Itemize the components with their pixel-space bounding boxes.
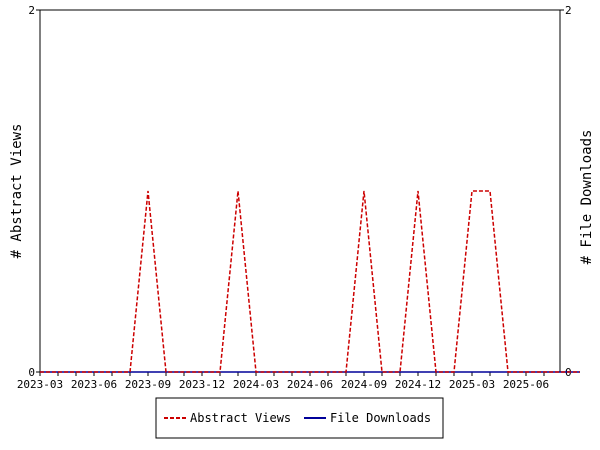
legend-label-abstract-views: Abstract Views — [190, 411, 291, 425]
x-tick-label: 2023-03 — [17, 378, 63, 391]
x-tick-label: 2023-06 — [71, 378, 117, 391]
x-tick-label: 2024-06 — [287, 378, 333, 391]
series-layer — [40, 190, 580, 373]
y-tick-label-left: 0 — [28, 366, 35, 379]
x-tick-label: 2024-09 — [341, 378, 387, 391]
y-axis-title-right: # File Downloads — [579, 130, 595, 265]
y-axis-title-left: # Abstract Views — [9, 124, 25, 259]
legend: Abstract Views File Downloads — [155, 397, 444, 439]
x-tick-label: 2024-03 — [233, 378, 279, 391]
y-axis-left: 02 — [28, 4, 40, 379]
x-tick-label: 2025-06 — [503, 378, 549, 391]
legend-box — [155, 397, 444, 439]
x-tick-label: 2024-12 — [395, 378, 441, 391]
legend-label-file-downloads: File Downloads — [330, 411, 431, 425]
x-axis: 2023-03 2023-06 2023-09 2023-12 2024-03 2024-… — [17, 372, 549, 391]
y-tick-label-right: 2 — [565, 4, 572, 17]
series-line-abstract-views — [40, 190, 580, 373]
x-tick-label: 2025-03 — [449, 378, 495, 391]
x-tick-label: 2023-09 — [125, 378, 171, 391]
x-tick-label: 2023-12 — [179, 378, 225, 391]
y-tick-label-left: 2 — [28, 4, 35, 17]
y-axis-right: 02 — [560, 4, 572, 379]
